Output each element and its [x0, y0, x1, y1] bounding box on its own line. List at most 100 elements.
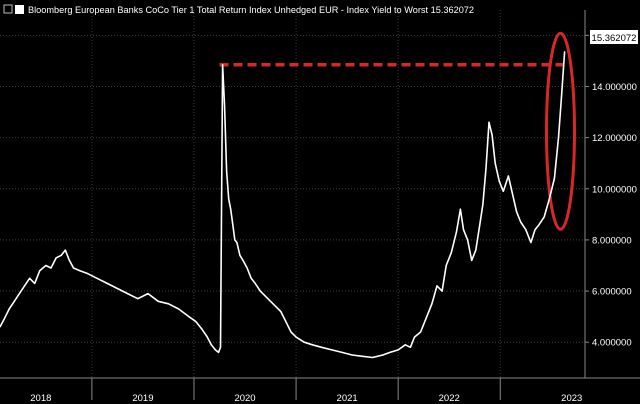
chart-title: Bloomberg European Banks CoCo Tier 1 Tot…	[28, 5, 474, 15]
data-point	[525, 229, 527, 231]
grid	[0, 10, 585, 378]
data-point	[488, 121, 490, 123]
last-value-badge-bg	[590, 30, 638, 44]
x-axis: 2018 2019 2020 2021 2022 2023	[0, 377, 640, 404]
data-point	[246, 267, 248, 269]
y-tick-label: 14.000000	[592, 82, 637, 93]
x-tick-label: 2023	[561, 393, 582, 404]
data-point	[482, 203, 484, 205]
data-point	[178, 308, 180, 310]
data-point	[127, 293, 129, 295]
data-point	[23, 285, 26, 287]
data-point	[397, 349, 399, 351]
data-point	[228, 198, 230, 200]
data-point	[264, 295, 266, 297]
data-point	[420, 331, 422, 333]
data-point	[341, 351, 343, 353]
data-point	[242, 259, 244, 261]
data-point	[436, 285, 438, 287]
y-tick-label: 6.000000	[592, 287, 632, 298]
data-point	[50, 267, 52, 269]
data-point	[195, 321, 197, 323]
data-point	[475, 249, 477, 251]
data-point	[232, 224, 234, 226]
data-point	[462, 229, 465, 231]
data-point	[230, 208, 232, 210]
data-point	[441, 290, 443, 292]
data-point	[60, 254, 62, 256]
data-point	[459, 208, 461, 210]
data-point	[55, 257, 57, 259]
data-point	[502, 190, 504, 192]
data-point	[116, 287, 118, 290]
data-point	[64, 249, 66, 251]
data-point	[361, 355, 363, 357]
data-point	[269, 300, 272, 302]
data-point	[13, 300, 15, 302]
data-point	[557, 137, 560, 139]
data-point	[210, 344, 212, 346]
y-tick-label: 12.000000	[592, 133, 637, 144]
data-point	[471, 259, 473, 261]
data-point	[553, 177, 556, 180]
data-point	[214, 349, 216, 351]
data-point	[413, 336, 416, 338]
data-point	[8, 308, 10, 310]
data-point	[79, 270, 81, 272]
y-tick-label: 8.000000	[592, 235, 632, 246]
x-tick-label: 2022	[439, 393, 460, 404]
data-point	[239, 254, 241, 256]
data-point	[254, 282, 256, 284]
data-point	[467, 239, 469, 241]
data-point	[280, 310, 282, 313]
data-point	[45, 264, 47, 267]
data-point	[250, 277, 252, 279]
data-point	[259, 290, 261, 292]
y-tick-label: 10.000000	[592, 184, 637, 195]
data-point	[491, 134, 493, 136]
data-point	[72, 267, 75, 269]
data-point	[201, 328, 203, 330]
last-value-badge: 15.362072	[590, 30, 638, 44]
data-point	[217, 351, 220, 353]
y-tick-label: 4.000000	[592, 338, 632, 349]
data-point	[382, 354, 384, 356]
data-point	[234, 239, 236, 241]
annotations	[219, 31, 576, 231]
data-point	[68, 259, 70, 261]
data-point	[560, 96, 563, 98]
data-point	[409, 346, 411, 348]
data-point	[275, 305, 277, 307]
data-point	[404, 344, 406, 346]
data-point	[303, 341, 305, 343]
data-point	[450, 252, 452, 254]
data-point	[39, 270, 41, 272]
data-point	[331, 349, 333, 351]
data-point	[96, 277, 98, 279]
data-point	[520, 221, 522, 223]
data-point	[226, 170, 228, 172]
data-point	[34, 282, 36, 284]
data-point	[295, 336, 297, 338]
data-point	[29, 277, 31, 279]
data-point	[372, 356, 374, 359]
data-point	[494, 162, 496, 164]
data-point	[498, 180, 500, 182]
data-point	[389, 351, 391, 353]
data-point	[511, 193, 514, 195]
last-value-label: 15.362072	[592, 33, 637, 44]
data-point	[219, 346, 222, 348]
data-point	[530, 241, 532, 244]
data-point	[548, 198, 550, 200]
data-point	[222, 64, 224, 66]
data-point	[431, 303, 433, 305]
x-tick-label: 2019	[132, 393, 153, 404]
data-point	[188, 316, 190, 318]
data-point	[479, 224, 481, 226]
data-point	[516, 211, 518, 213]
data-point	[3, 318, 5, 320]
data-point	[206, 336, 208, 338]
x-tick-label: 2018	[30, 393, 51, 404]
